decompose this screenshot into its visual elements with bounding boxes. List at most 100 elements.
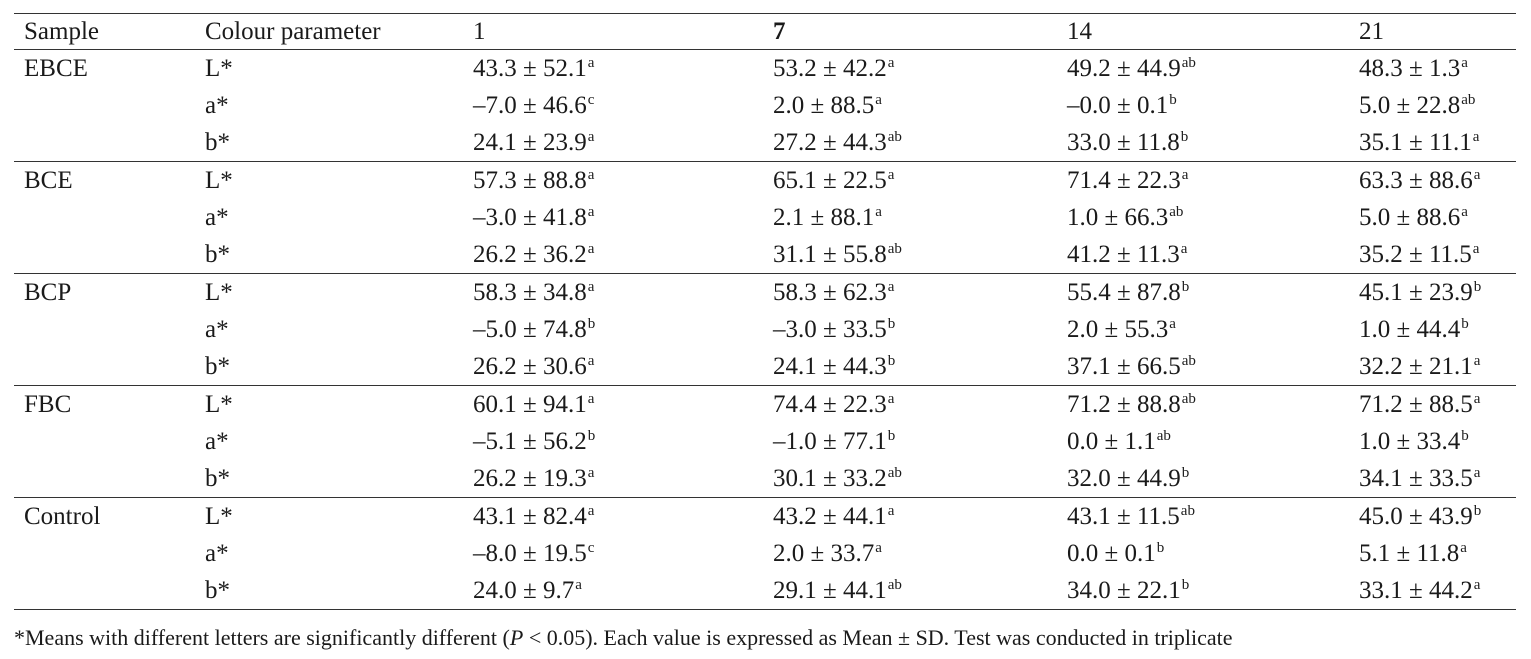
mean-sd-value: 49.2 ± 44.9 — [1067, 55, 1181, 82]
value-cell: 34.0 ± 22.1b — [1057, 572, 1349, 610]
mean-sd-value: 43.3 ± 52.1 — [473, 55, 587, 82]
colour-parameter-cell: b* — [195, 124, 463, 162]
mean-sd-value: 33.1 ± 44.2 — [1359, 577, 1473, 604]
table-row: b* 24.0 ± 9.7a 29.1 ± 44.1ab 34.0 ± 22.1b 33… — [14, 572, 1516, 610]
value-cell: 24.1 ± 44.3b — [763, 348, 1057, 386]
table-row: b* 26.2 ± 36.2a 31.1 ± 55.8ab 41.2 ± 11.3a 3… — [14, 236, 1516, 274]
significance-letter: b — [1461, 428, 1469, 444]
value-cell: 24.1 ± 23.9a — [463, 124, 763, 162]
value-cell: 5.0 ± 88.6a — [1349, 199, 1516, 236]
significance-letter: a — [587, 241, 595, 257]
value-cell: –7.0 ± 46.6c — [463, 87, 763, 124]
significance-letter: a — [1180, 241, 1188, 257]
significance-letter: ab — [1181, 353, 1196, 369]
mean-sd-value: 26.2 ± 19.3 — [473, 465, 587, 492]
value-cell: 5.1 ± 11.8a — [1349, 535, 1516, 572]
significance-letter: ab — [1181, 391, 1196, 407]
sample-name-cell: BCE — [24, 167, 73, 194]
mean-sd-value: 5.0 ± 22.8 — [1359, 92, 1461, 119]
value-cell: 57.3 ± 88.8a — [463, 162, 763, 200]
value-cell: 74.4 ± 22.3a — [763, 386, 1057, 424]
value-cell: 2.0 ± 33.7a — [763, 535, 1057, 572]
table-row: a* –5.1 ± 56.2b –1.0 ± 77.1b 0.0 ± 1.1ab 1.0… — [14, 423, 1516, 460]
significance-letter: a — [1461, 55, 1468, 71]
value-cell: –5.0 ± 74.8b — [463, 311, 763, 348]
mean-sd-value: 24.0 ± 9.7 — [473, 577, 575, 604]
mean-sd-value: 63.3 ± 88.6 — [1359, 167, 1473, 194]
significance-letter: c — [587, 92, 595, 108]
sample-name-cell — [14, 460, 195, 498]
header-sample: Sample — [24, 18, 99, 45]
mean-sd-value: 60.1 ± 94.1 — [473, 391, 587, 418]
mean-sd-value: 45.0 ± 43.9 — [1359, 503, 1473, 530]
sample-name-cell — [14, 311, 195, 348]
value-cell: 1.0 ± 33.4b — [1349, 423, 1516, 460]
value-cell: –0.0 ± 0.1b — [1057, 87, 1349, 124]
significance-letter: ab — [1169, 204, 1184, 220]
table-footnote: *Means with different letters are signif… — [14, 623, 1233, 653]
mean-sd-value: –8.0 ± 19.5 — [473, 540, 587, 567]
sample-name-cell — [14, 535, 195, 572]
value-cell: –1.0 ± 77.1b — [763, 423, 1057, 460]
header-day-1: 1 — [473, 18, 486, 45]
colour-parameter-cell: b* — [195, 348, 463, 386]
mean-sd-value: 37.1 ± 66.5 — [1067, 353, 1181, 380]
significance-letter: a — [587, 204, 595, 220]
significance-letter: a — [887, 167, 895, 183]
value-cell: 35.2 ± 11.5a — [1349, 236, 1516, 274]
value-cell: 26.2 ± 30.6a — [463, 348, 763, 386]
sample-name-cell: BCP — [24, 279, 72, 306]
significance-letter: b — [1473, 279, 1482, 295]
value-cell: 24.0 ± 9.7a — [463, 572, 763, 610]
mean-sd-value: 5.1 ± 11.8 — [1359, 540, 1460, 567]
significance-letter: a — [1473, 577, 1481, 593]
table-row: a* –8.0 ± 19.5c 2.0 ± 33.7a 0.0 ± 0.1b 5.1 ±… — [14, 535, 1516, 572]
significance-letter: a — [887, 391, 895, 407]
significance-letter: a — [1472, 241, 1480, 257]
significance-letter: a — [887, 55, 895, 71]
mean-sd-value: 53.2 ± 42.2 — [773, 55, 887, 82]
header-colour-parameter: Colour parameter — [205, 18, 381, 45]
significance-letter: b — [587, 316, 596, 332]
colour-parameter-cell: b* — [195, 236, 463, 274]
sample-name-cell — [14, 236, 195, 274]
colour-parameter-cell: a* — [205, 316, 229, 343]
significance-letter: b — [887, 428, 896, 444]
value-cell: 71.2 ± 88.5a — [1349, 386, 1516, 424]
mean-sd-value: 55.4 ± 87.8 — [1067, 279, 1181, 306]
table-row: b* 24.1 ± 23.9a 27.2 ± 44.3ab 33.0 ± 11.8b 3… — [14, 124, 1516, 162]
value-cell: 45.1 ± 23.9b — [1349, 274, 1516, 312]
mean-sd-value: 45.1 ± 23.9 — [1359, 279, 1473, 306]
significance-letter: b — [1156, 540, 1165, 556]
value-cell: 43.3 ± 52.1a — [463, 50, 763, 88]
mean-sd-value: 34.1 ± 33.5 — [1359, 465, 1473, 492]
value-cell: 30.1 ± 33.2ab — [763, 460, 1057, 498]
mean-sd-value: 71.2 ± 88.8 — [1067, 391, 1181, 418]
significance-letter: a — [875, 204, 882, 220]
mean-sd-value: 35.1 ± 11.1 — [1359, 129, 1472, 156]
mean-sd-value: 27.2 ± 44.3 — [773, 129, 887, 156]
significance-letter: a — [587, 391, 595, 407]
value-cell: 71.2 ± 88.8ab — [1057, 386, 1349, 424]
value-cell: 53.2 ± 42.2a — [763, 50, 1057, 88]
value-cell: 33.1 ± 44.2a — [1349, 572, 1516, 610]
significance-letter: b — [887, 353, 896, 369]
mean-sd-value: 48.3 ± 1.3 — [1359, 55, 1461, 82]
value-cell: 34.1 ± 33.5a — [1349, 460, 1516, 498]
colour-parameter-cell: L* — [205, 391, 233, 418]
value-cell: 43.1 ± 82.4a — [463, 498, 763, 536]
mean-sd-value: 2.0 ± 88.5 — [773, 92, 875, 119]
header-day-21: 21 — [1359, 18, 1384, 45]
sample-group: Control L* 43.1 ± 82.4a 43.2 ± 44.1a 43.1 ± … — [14, 498, 1516, 610]
significance-letter: a — [587, 55, 595, 71]
mean-sd-value: 5.0 ± 88.6 — [1359, 204, 1461, 231]
mean-sd-value: 58.3 ± 62.3 — [773, 279, 887, 306]
value-cell: 0.0 ± 1.1ab — [1057, 423, 1349, 460]
colour-table-container: Sample Colour parameter 1 7 14 21 EBCE L*… — [14, 13, 1516, 610]
value-cell: 27.2 ± 44.3ab — [763, 124, 1057, 162]
value-cell: 58.3 ± 62.3a — [763, 274, 1057, 312]
value-cell: 31.1 ± 55.8ab — [763, 236, 1057, 274]
mean-sd-value: 0.0 ± 1.1 — [1067, 428, 1156, 455]
value-cell: 43.2 ± 44.1a — [763, 498, 1057, 536]
sample-name-cell — [14, 572, 195, 610]
